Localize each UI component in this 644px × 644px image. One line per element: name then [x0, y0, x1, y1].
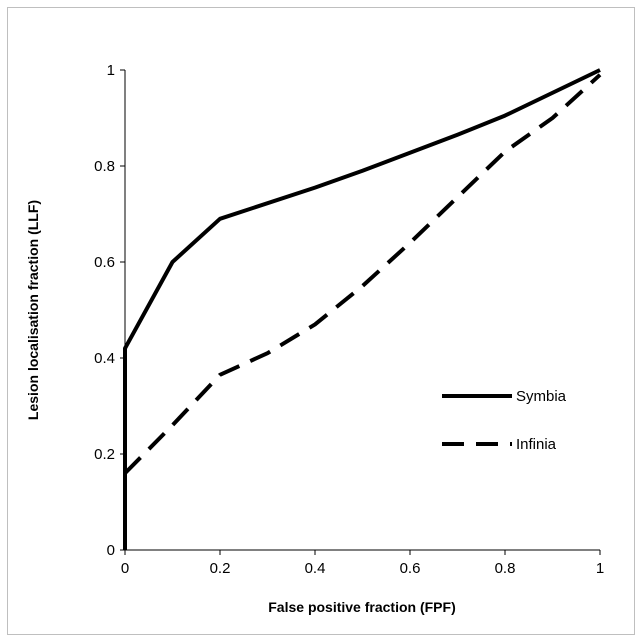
axes — [124, 70, 600, 551]
legend-infinia-label: Infinia — [516, 436, 557, 453]
y-axis-title: Lesion localisation fraction (LLF) — [25, 200, 41, 420]
y-tick-label: 0.4 — [94, 350, 115, 367]
series-group — [123, 68, 602, 550]
x-tick-label: 0.2 — [210, 560, 231, 577]
x-tick-label: 1 — [596, 560, 604, 577]
y-tick-label: 1 — [107, 62, 115, 79]
legend: Symbia Infinia — [442, 388, 567, 453]
y-tick-label: 0.2 — [94, 446, 115, 463]
y-tick-label: 0.6 — [94, 254, 115, 271]
series-line-infinia — [123, 73, 602, 475]
x-tick-label: 0.4 — [305, 560, 326, 577]
y-ticks: 0 0.2 0.4 0.6 0.8 1 — [94, 62, 125, 559]
x-tick-label: 0 — [121, 560, 129, 577]
x-axis-title: False positive fraction (FPF) — [268, 599, 455, 615]
x-tick-label: 0.6 — [400, 560, 421, 577]
y-tick-label: 0 — [107, 542, 115, 559]
y-tick-label: 0.8 — [94, 158, 115, 175]
legend-symbia-label: Symbia — [516, 388, 567, 405]
x-ticks: 0 0.2 0.4 0.6 0.8 1 — [121, 550, 604, 577]
series-line-symbia — [123, 68, 601, 550]
x-tick-label: 0.8 — [495, 560, 516, 577]
